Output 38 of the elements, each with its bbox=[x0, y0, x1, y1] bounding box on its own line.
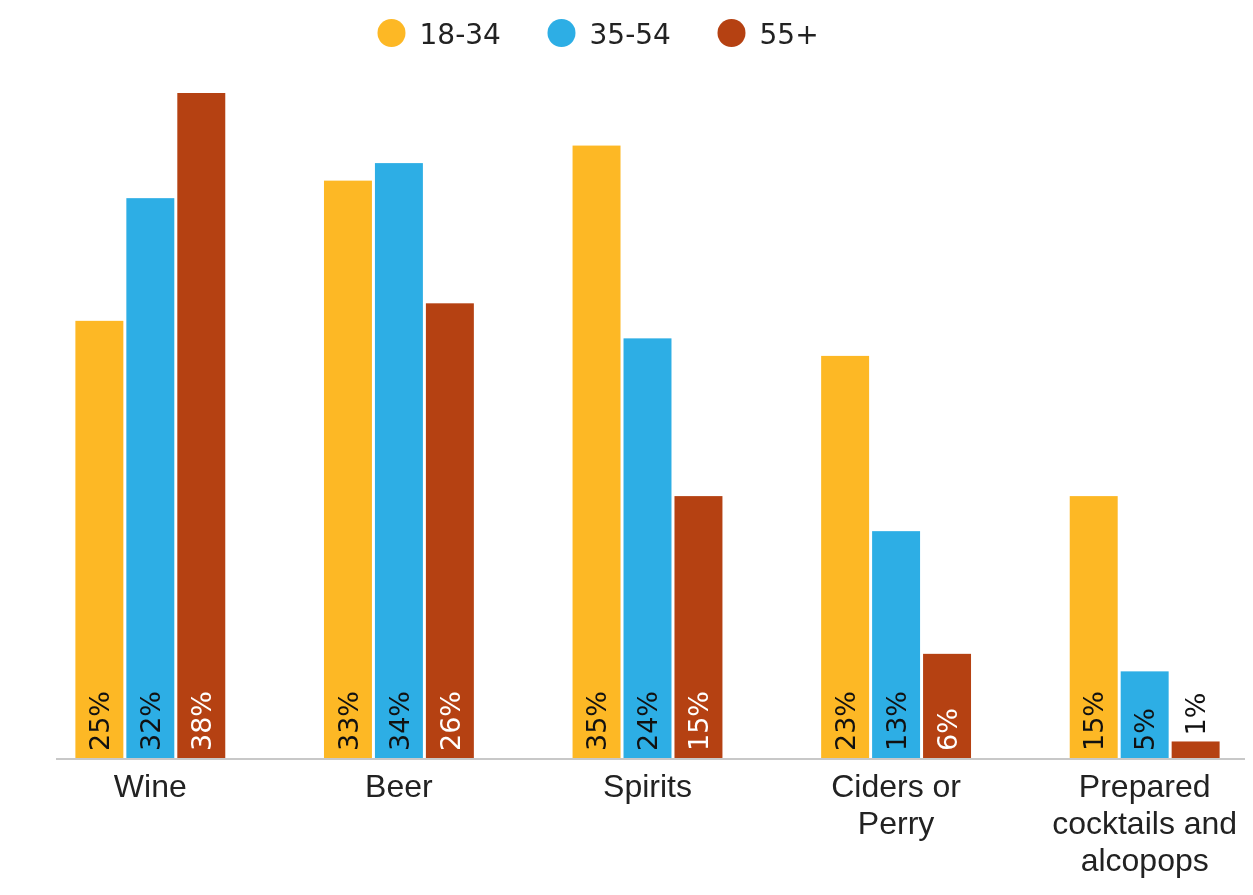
bar bbox=[872, 531, 921, 759]
data-label: 6% bbox=[931, 708, 963, 751]
x-tick-label: Beer bbox=[365, 768, 434, 804]
bar bbox=[623, 338, 672, 759]
data-label: 23% bbox=[829, 690, 861, 751]
bar bbox=[374, 163, 423, 759]
bar bbox=[821, 355, 870, 759]
legend-label: 18-34 bbox=[419, 18, 501, 51]
legend-label: 35-54 bbox=[589, 18, 671, 51]
x-tick-label: Wine bbox=[113, 768, 187, 804]
bar bbox=[923, 653, 972, 759]
data-label: 25% bbox=[84, 690, 116, 751]
bar bbox=[1069, 496, 1118, 759]
bar bbox=[75, 320, 124, 759]
data-label: 5% bbox=[1129, 708, 1161, 751]
bar bbox=[177, 93, 226, 759]
data-label: 1% bbox=[1180, 692, 1212, 736]
data-label: 15% bbox=[1078, 690, 1110, 751]
bar bbox=[1120, 671, 1169, 759]
data-label: 26% bbox=[434, 690, 466, 751]
x-tick-label: Prepared cocktails and alcopops bbox=[1052, 768, 1238, 878]
data-label: 13% bbox=[880, 690, 912, 751]
x-tick-label: Spirits bbox=[603, 768, 692, 804]
legend-label: 55+ bbox=[759, 18, 819, 51]
data-label: 34% bbox=[383, 690, 415, 751]
bar bbox=[425, 303, 474, 759]
x-tick-label: Ciders or Perry bbox=[831, 768, 962, 841]
data-label: 35% bbox=[581, 690, 613, 751]
bar bbox=[674, 496, 723, 759]
data-label: 32% bbox=[135, 690, 167, 751]
data-label: 15% bbox=[683, 690, 715, 751]
bar bbox=[1171, 741, 1220, 759]
data-label: 24% bbox=[632, 690, 664, 751]
data-label: 38% bbox=[186, 690, 218, 751]
data-label: 33% bbox=[332, 690, 364, 751]
bar bbox=[572, 145, 621, 759]
bar bbox=[323, 180, 372, 759]
bar bbox=[126, 198, 175, 759]
